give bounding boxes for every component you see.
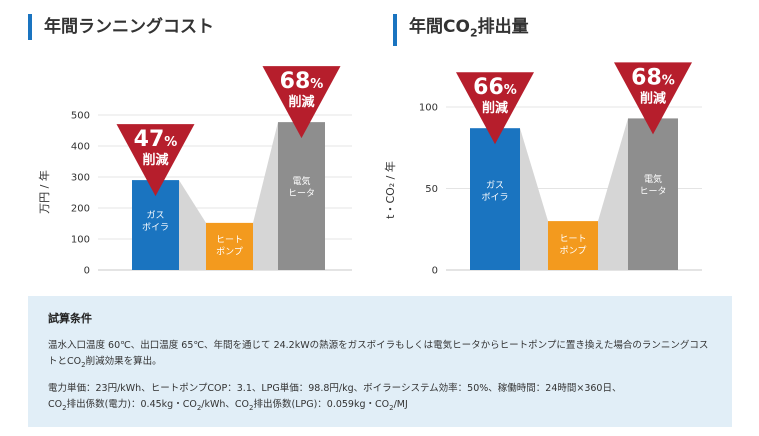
bar-label-line1: ガス — [146, 210, 164, 221]
connector-band — [253, 122, 278, 270]
y-axis-label: 万円 / 年 — [37, 170, 51, 214]
bar-label-line1: ガス — [486, 180, 504, 191]
reduction-label: 削減 — [640, 90, 666, 106]
reduction-label: 削減 — [482, 100, 508, 116]
bar-label-line1: ヒート — [559, 234, 586, 245]
bar-label-line2: ヒータ — [288, 188, 315, 199]
bar-label-line2: ポンプ — [216, 247, 243, 258]
conditions-p2-d: 排出係数(LPG)：0.059kg・CO — [253, 398, 390, 410]
co2-title-sub: 2 — [469, 26, 478, 40]
reduction-triangle — [262, 66, 341, 139]
conditions-p2-sub4: 2 — [389, 403, 394, 412]
co2-chart: 050100t・CO₂ / 年ガスボイラヒートポンプ電気ヒータ66%削減68%削… — [383, 62, 702, 277]
bar-label-line2: ポンプ — [560, 246, 587, 257]
bar-label-line1: 電気 — [292, 175, 310, 187]
bar-2 — [628, 118, 678, 270]
conditions-paragraph-2: 電力単価：23円/kWh、ヒートポンプCOP：3.1、LPG単価：98.8円/k… — [48, 381, 712, 416]
conditions-p2-e: /MJ — [393, 398, 408, 410]
bar-label-line2: ヒータ — [639, 186, 666, 197]
reduction-label: 削減 — [288, 94, 314, 110]
reduction-triangle — [116, 124, 195, 197]
reduction-percent: 68% — [631, 65, 675, 90]
reduction-percent-value: 47 — [134, 127, 165, 152]
reduction-percent-value: 66 — [473, 75, 504, 100]
connector-band — [520, 128, 548, 270]
reduction-percent: 68% — [280, 69, 324, 94]
reduction-triangle — [456, 72, 534, 145]
bar-label-line1: ヒート — [216, 235, 243, 246]
bar-label-line2: ボイラ — [142, 222, 169, 233]
conditions-p1-end: 削減効果を算出。 — [85, 356, 162, 367]
y-tick-label: 0 — [84, 266, 90, 277]
conditions-p2-sub1: 2 — [62, 403, 67, 412]
cost-chart-title-text: 年間ランニングコスト — [44, 17, 214, 37]
co2-title-prefix: 年間CO — [409, 17, 470, 37]
conditions-p2-b: 排出係数(電力)：0.45kg・CO — [66, 398, 197, 410]
reduction-percent-value: 68 — [631, 65, 662, 90]
cost-chart-title: 年間ランニングコスト — [28, 14, 214, 40]
conditions-p2-line1: 電力単価：23円/kWh、ヒートポンプCOP：3.1、LPG単価：98.8円/k… — [48, 382, 622, 394]
reduction-percent-unit: % — [310, 77, 323, 92]
reduction-percent: 47% — [134, 127, 178, 152]
bar-0 — [470, 128, 520, 270]
co2-chart-title: 年間CO2排出量 — [393, 14, 529, 47]
y-tick-label: 500 — [71, 111, 90, 122]
conditions-p2-sub3: 2 — [249, 403, 254, 412]
conditions-paragraph-1: 温水入口温度 60℃、出口温度 65℃、年間を通じて 24.2kWの熱源をガスボ… — [48, 338, 712, 373]
connector-band — [598, 118, 628, 270]
reduction-percent-unit: % — [164, 135, 177, 150]
bar-1 — [206, 222, 253, 270]
y-tick-label: 300 — [71, 173, 90, 184]
calculation-conditions-box: 試算条件 温水入口温度 60℃、出口温度 65℃、年間を通じて 24.2kWの熱… — [28, 296, 732, 427]
conditions-p2-a: CO — [48, 398, 63, 410]
y-tick-label: 100 — [71, 235, 90, 246]
y-tick-label: 200 — [71, 204, 90, 215]
reduction-percent-unit: % — [504, 83, 517, 98]
y-tick-label: 100 — [419, 103, 438, 114]
reduction-percent: 66% — [473, 75, 517, 100]
connector-band — [179, 180, 206, 270]
conditions-p1-text: 温水入口温度 60℃、出口温度 65℃、年間を通じて 24.2kWの熱源をガスボ… — [48, 340, 709, 367]
reduction-triangle — [614, 62, 692, 135]
conditions-title: 試算条件 — [48, 312, 92, 325]
bar-label-line1: 電気 — [644, 173, 662, 185]
bar-1 — [548, 221, 598, 270]
y-tick-label: 0 — [432, 266, 438, 277]
reduction-label: 削減 — [142, 152, 168, 168]
conditions-p1-sub: 2 — [81, 360, 86, 369]
bar-label-line2: ボイラ — [481, 192, 508, 203]
bar-2 — [278, 122, 325, 270]
co2-title-suffix: 排出量 — [477, 17, 529, 37]
y-tick-label: 400 — [71, 142, 90, 153]
y-tick-label: 50 — [425, 184, 438, 195]
conditions-p2-c: /kWh、CO — [201, 398, 250, 410]
reduction-percent-value: 68 — [280, 69, 311, 94]
conditions-p2-sub2: 2 — [196, 403, 202, 412]
reduction-percent-unit: % — [662, 73, 675, 88]
y-axis-label: t・CO₂ / 年 — [383, 161, 397, 219]
